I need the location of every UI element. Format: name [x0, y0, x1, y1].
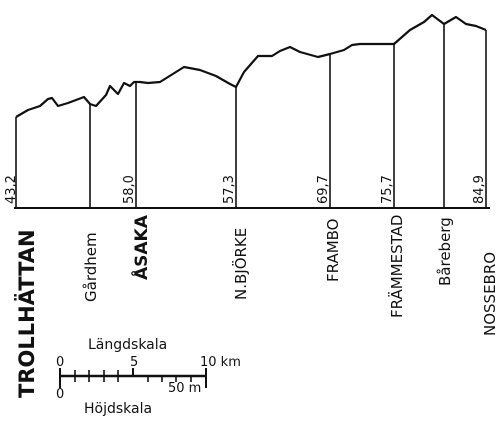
length-scale-tick-5: 5 [130, 355, 138, 370]
station-name-gardhem: Gårdhem [82, 232, 100, 302]
elevation-label-asaka: 58,0 [122, 175, 137, 204]
height-scale-tick-50m: 50 m [168, 381, 201, 396]
scale-bar-minor-ticks [74, 370, 192, 382]
elevation-label-frammestad: 75,7 [380, 175, 395, 204]
station-name-bareberg: Båreberg [436, 217, 454, 286]
scale-legend: Längdskala 0 5 10 km 0 50 m Höjdskala [56, 337, 241, 417]
elevation-label-nossebro: 84,9 [472, 175, 487, 204]
elevation-profile-line [15, 13, 487, 118]
height-scale-tick-0: 0 [56, 387, 64, 402]
length-scale-tick-0: 0 [56, 355, 64, 370]
station-name-asaka: ÅSAKA [129, 214, 152, 280]
station-name-nossebro: NOSSEBRO [481, 252, 499, 336]
station-name-trollhattan: TROLLHÄTTAN [14, 229, 39, 398]
length-scale-title: Längdskala [88, 337, 167, 353]
elevation-label-nbjorke: 57,3 [222, 175, 237, 204]
length-scale-tick-10km: 10 km [200, 355, 241, 370]
station-name-frambo: FRAMBO [324, 219, 342, 282]
station-name-frammestad: FRÄMMESTAD [387, 215, 406, 318]
elevation-label-trollhattan: 43,2 [4, 175, 19, 204]
height-scale-title: Höjdskala [84, 401, 152, 417]
station-name-nbjorke: N.BJÖRKE [231, 228, 250, 300]
elevation-label-frambo: 69,7 [316, 175, 331, 204]
